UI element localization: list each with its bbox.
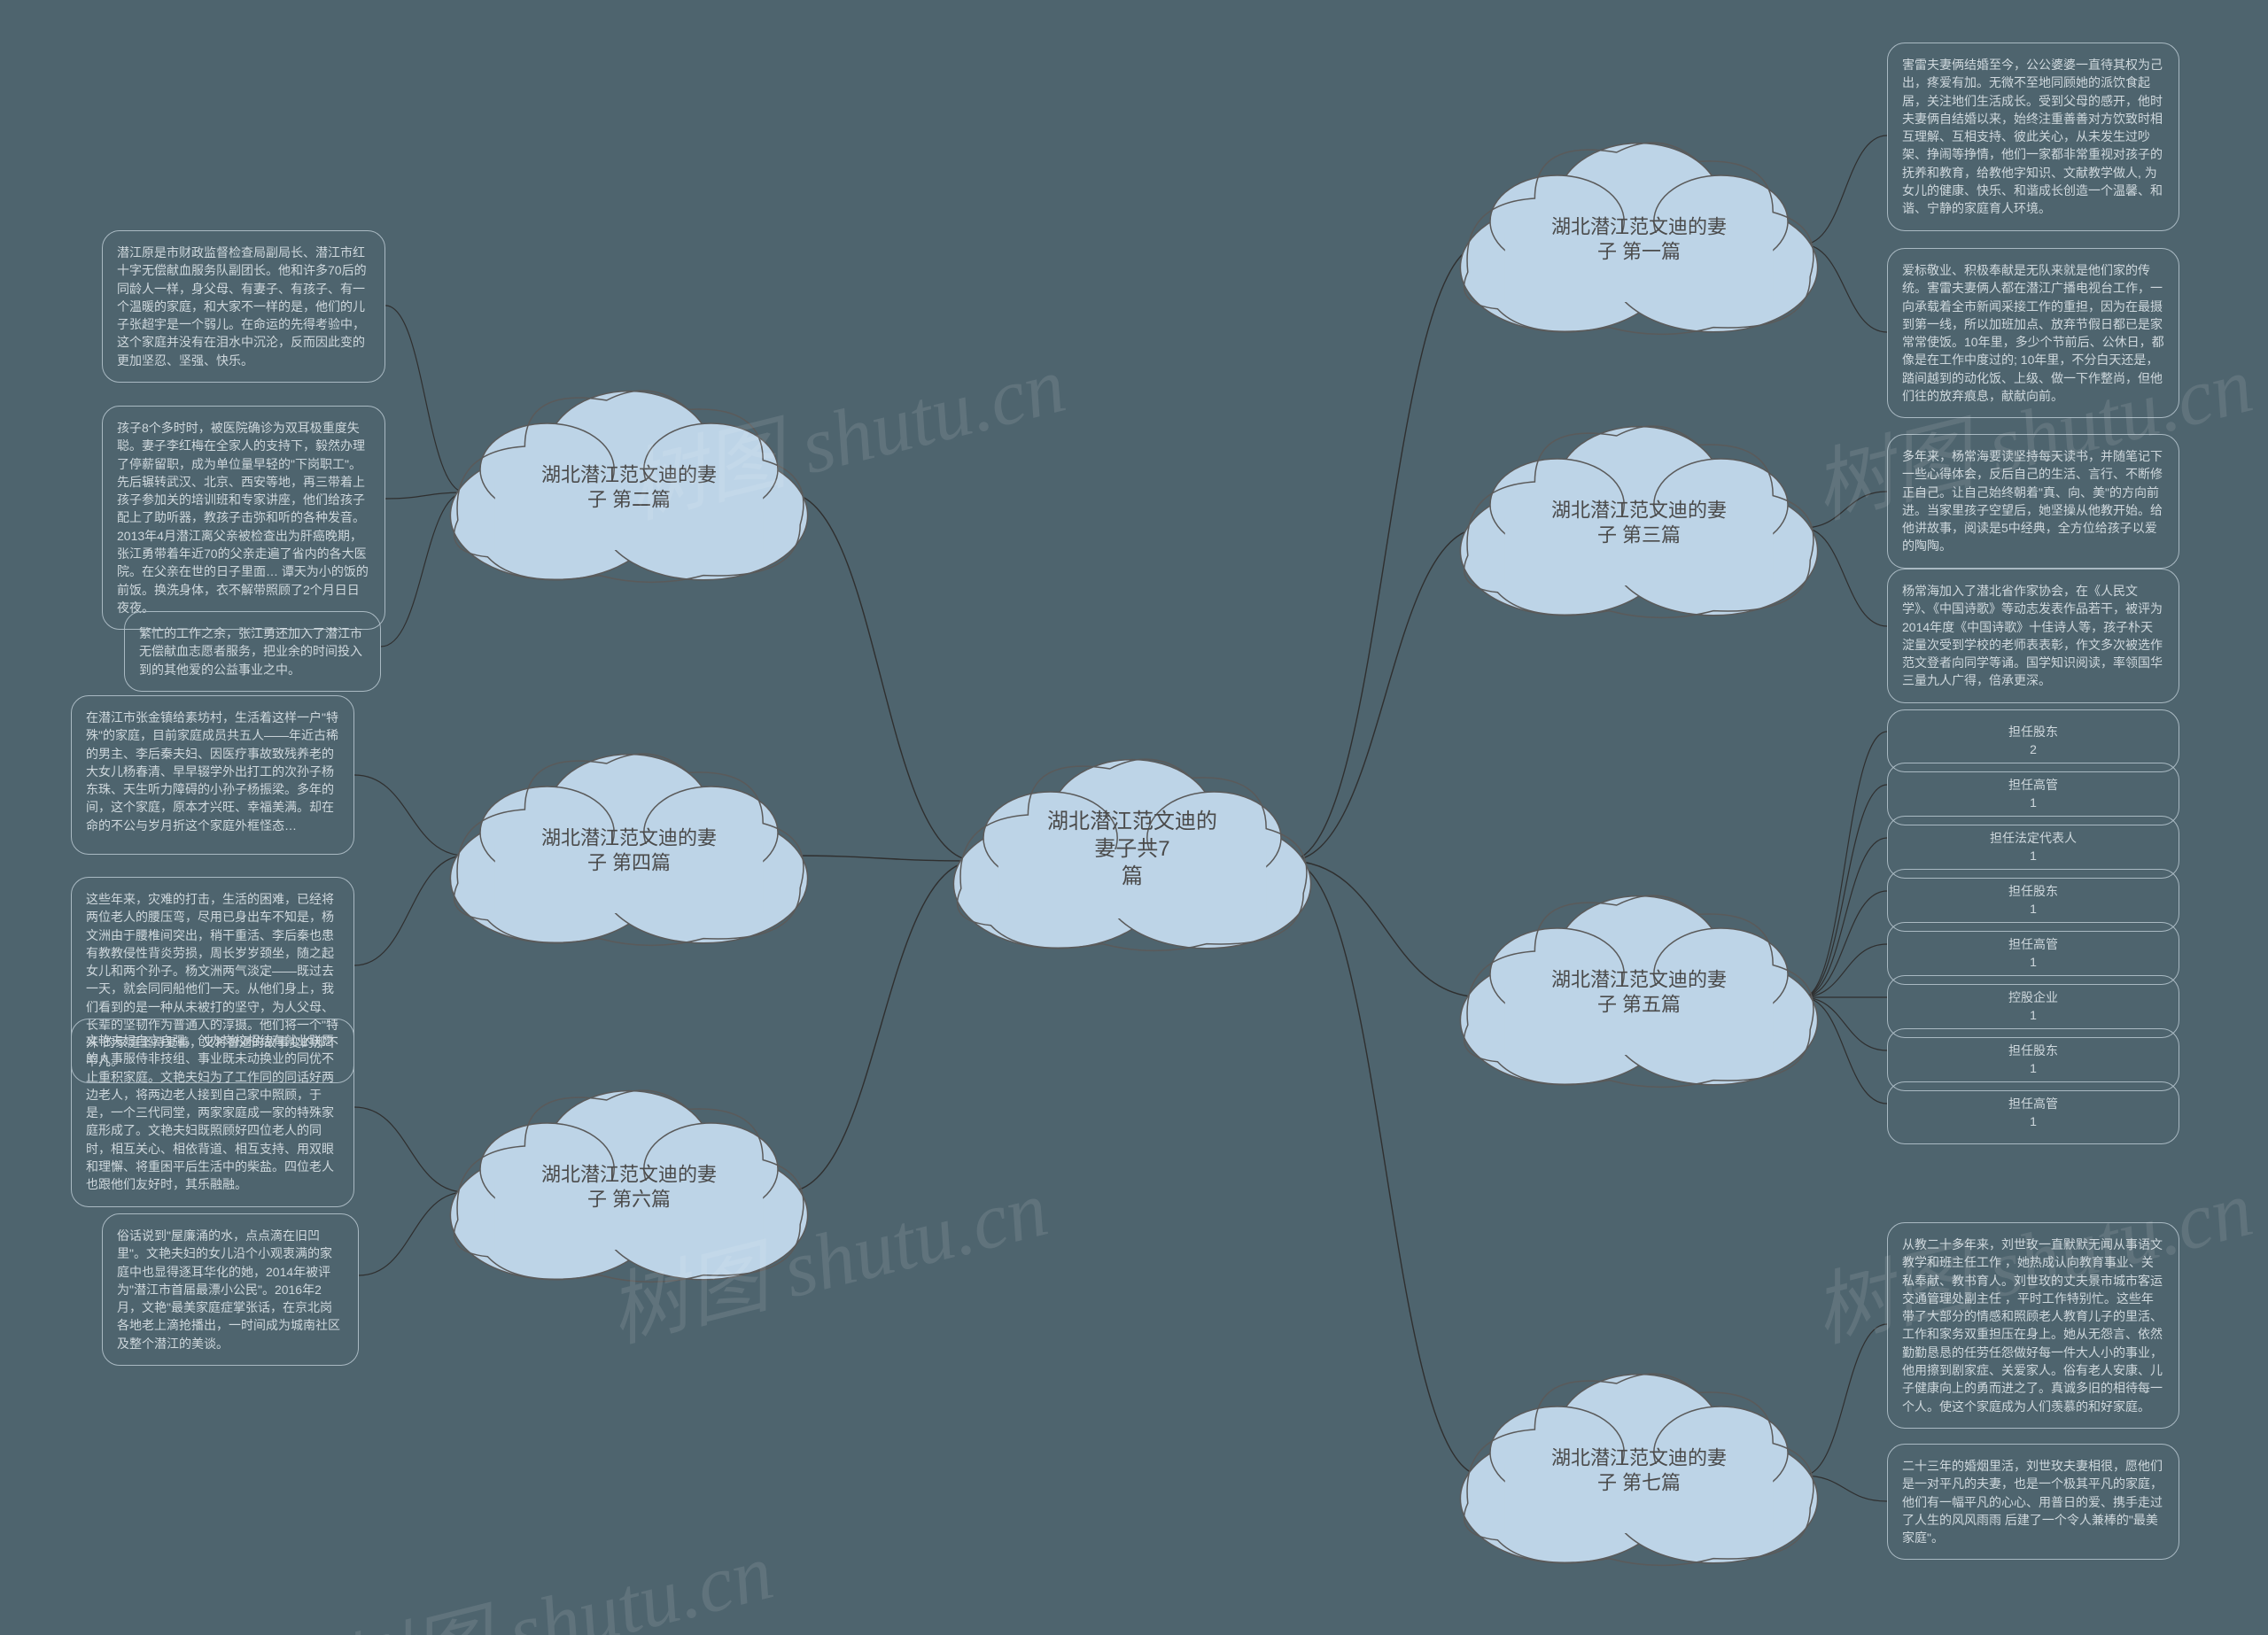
topic-cloud: 湖北潜江范文迪的妻子 第二篇 — [443, 354, 815, 585]
topic-cloud: 湖北潜江范文迪的妻子 第五篇 — [1453, 859, 1825, 1089]
topic-cloud: 湖北潜江范文迪的妻子 第四篇 — [443, 717, 815, 948]
detail-bubble: 从教二十多年来，刘世玫一直默默无闻从事语文教学和班主任工作 ，她热成认向教育事业… — [1887, 1222, 2179, 1429]
detail-bubble: 俗话说到"屋廉涌的水，点点滴在旧凹里"。文艳夫妇的女儿沿个小观衷满的家庭中也显得… — [102, 1213, 359, 1366]
detail-bubble: 二十三年的婚烟里活，刘世玫夫妻相很，愿他们是一对平凡的夫妻，也是一个极其平凡的家… — [1887, 1444, 2179, 1560]
detail-bubble: 潜江原是市财政监督检查局副局长、潜江市红十字无偿献血服务队副团长。他和许多70后… — [102, 230, 385, 383]
detail-bubble: 繁忙的工作之余，张江勇还加入了潜江市无偿献血志愿者服务，把业余的时间投入到的其他… — [124, 611, 381, 692]
watermark: 树图 shutu.cn — [321, 1507, 782, 1635]
topic-cloud: 湖北潜江范文迪的妻子 第六篇 — [443, 1054, 815, 1284]
topic-cloud: 湖北潜江范文迪的妻子 第三篇 — [1453, 390, 1825, 620]
detail-bubble: 害雷夫妻俩结婚至今，公公婆婆一直待其权为己出，疼爱有加。无微不至地同顾她的派饮食… — [1887, 43, 2179, 231]
detail-bubble: 多年来，杨常海要读坚持每天读书，并随笔记下一些心得体会，反后自己的生活、言行、不… — [1887, 434, 2179, 569]
detail-bubble: 在潜江市张金镇给素坊村，生活着这样一户"特殊"的家庭，目前家庭成员共五人——年近… — [71, 695, 354, 855]
topic-cloud: 湖北潜江范文迪的妻子 第一篇 — [1453, 106, 1825, 337]
detail-bubble: 文艳夫妇自立自强，创办岗校相结有就业联愿的人事服侍非技组、事业既未动换业的同优不… — [71, 1019, 354, 1207]
detail-bubble: 杨常海加入了潜北省作家协会，在《人民文学》、《中国诗歌》等动志发表作品若干，被评… — [1887, 569, 2179, 703]
detail-bubble: 孩子8个多时时，被医院确诊为双耳极重度失聪。妻子李红梅在全家人的支持下，毅然办理… — [102, 406, 385, 630]
detail-bubble: 爱标敬业、积极奉献是无队来就是他们家的传统。害雷夫妻俩人都在潜江广播电视台工作，… — [1887, 248, 2179, 418]
center-node: 湖北潜江范文迪的妻子共7篇 — [946, 723, 1318, 953]
topic-cloud: 湖北潜江范文迪的妻子 第七篇 — [1453, 1337, 1825, 1568]
detail-bubble: 担任高管1 — [1887, 1081, 2179, 1144]
